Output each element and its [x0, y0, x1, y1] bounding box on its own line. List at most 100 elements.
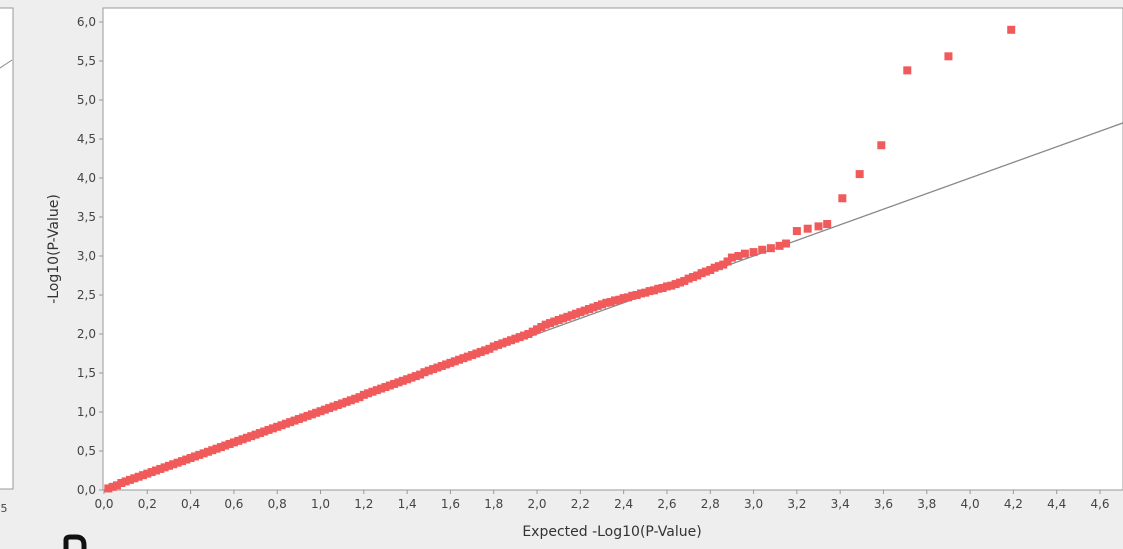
data-point — [255, 429, 264, 438]
data-point — [463, 352, 472, 361]
data-point — [593, 301, 602, 310]
y-tick-label: 4,5 — [77, 132, 96, 146]
data-point — [632, 291, 641, 299]
data-point — [329, 402, 338, 411]
x-tick-label: 3,6 — [874, 497, 893, 511]
data-point — [734, 252, 743, 260]
data-point — [442, 360, 451, 369]
data-point — [723, 257, 732, 266]
data-point — [903, 66, 912, 75]
data-point — [290, 416, 299, 425]
data-point — [598, 300, 606, 309]
panel-letter-fragment — [63, 534, 87, 549]
data-point — [203, 447, 212, 456]
data-point — [485, 344, 494, 353]
data-point — [697, 269, 706, 278]
data-point — [225, 439, 234, 448]
data-point — [260, 427, 269, 436]
data-point — [212, 444, 221, 453]
left-panel-tick-label: 5 — [1, 502, 8, 515]
data-point — [416, 370, 425, 379]
data-points — [104, 25, 1016, 493]
x-tick-label: 3,2 — [787, 497, 806, 511]
data-point — [195, 450, 204, 459]
data-point — [693, 271, 702, 280]
data-point — [307, 410, 316, 419]
left-panel-plot-area — [0, 7, 14, 490]
data-point — [156, 464, 165, 473]
data-point — [381, 383, 390, 392]
data-point — [190, 452, 199, 461]
data-point — [338, 399, 347, 408]
data-point — [385, 381, 394, 390]
data-point — [403, 375, 412, 384]
y-axis-ticks: 0,0 0,5 1,0 1,5 2,0 2,5 3,0 3,5 4,0 4,5 5,0 5,5 6,0 — [77, 15, 103, 497]
data-point — [749, 248, 758, 257]
data-point — [160, 463, 169, 472]
data-point — [359, 390, 368, 399]
y-tick-label: 1,0 — [77, 405, 96, 419]
data-point — [550, 317, 559, 326]
data-point — [823, 220, 832, 229]
data-point — [855, 170, 864, 179]
data-point — [636, 289, 645, 298]
data-point — [117, 478, 126, 487]
x-tick-label: 2,4 — [614, 497, 633, 511]
data-point — [602, 298, 611, 307]
data-point — [130, 474, 139, 483]
data-point — [494, 340, 503, 349]
data-point — [390, 379, 399, 388]
data-point — [312, 408, 321, 417]
y-tick-label: 3,0 — [77, 249, 96, 263]
data-point — [368, 387, 377, 396]
data-point — [455, 355, 464, 364]
data-point — [333, 400, 342, 409]
data-point — [177, 457, 186, 466]
x-tick-label: 2,2 — [571, 497, 590, 511]
data-point — [450, 357, 459, 366]
data-point — [121, 477, 130, 486]
x-tick-label: 3,0 — [744, 497, 763, 511]
data-point — [342, 397, 351, 406]
data-point — [277, 421, 286, 430]
data-point — [667, 281, 676, 290]
x-tick-label: 0,4 — [181, 497, 200, 511]
data-point — [299, 413, 308, 422]
data-point — [398, 376, 407, 385]
data-point — [654, 284, 663, 293]
x-axis-label: Expected -Log10(P-Value) — [522, 524, 701, 540]
data-point — [567, 311, 576, 320]
x-tick-label: 0,8 — [268, 497, 287, 511]
data-point — [944, 52, 953, 61]
data-point — [727, 253, 736, 262]
data-point — [706, 266, 715, 275]
x-tick-label: 4,2 — [1004, 497, 1023, 511]
data-point — [234, 436, 243, 445]
data-point — [585, 305, 594, 314]
data-point — [147, 468, 156, 477]
data-point — [511, 334, 520, 343]
y-tick-label: 5,5 — [77, 54, 96, 68]
data-point — [182, 455, 191, 464]
data-point — [803, 224, 812, 233]
data-point — [372, 386, 381, 395]
x-tick-label: 2,6 — [657, 497, 676, 511]
y-tick-label: 5,0 — [77, 93, 96, 107]
data-point — [472, 349, 481, 358]
x-tick-label: 1,4 — [398, 497, 417, 511]
data-point — [377, 384, 386, 393]
data-point — [688, 273, 697, 282]
x-tick-label: 1,0 — [311, 497, 330, 511]
data-point — [125, 475, 134, 484]
data-point — [680, 276, 689, 285]
data-point — [502, 337, 511, 346]
data-point — [615, 295, 624, 304]
data-point — [108, 482, 117, 491]
data-point — [407, 373, 416, 382]
data-point — [619, 294, 628, 303]
data-point — [576, 308, 585, 317]
x-tick-label: 1,6 — [441, 497, 460, 511]
data-point — [554, 315, 563, 324]
